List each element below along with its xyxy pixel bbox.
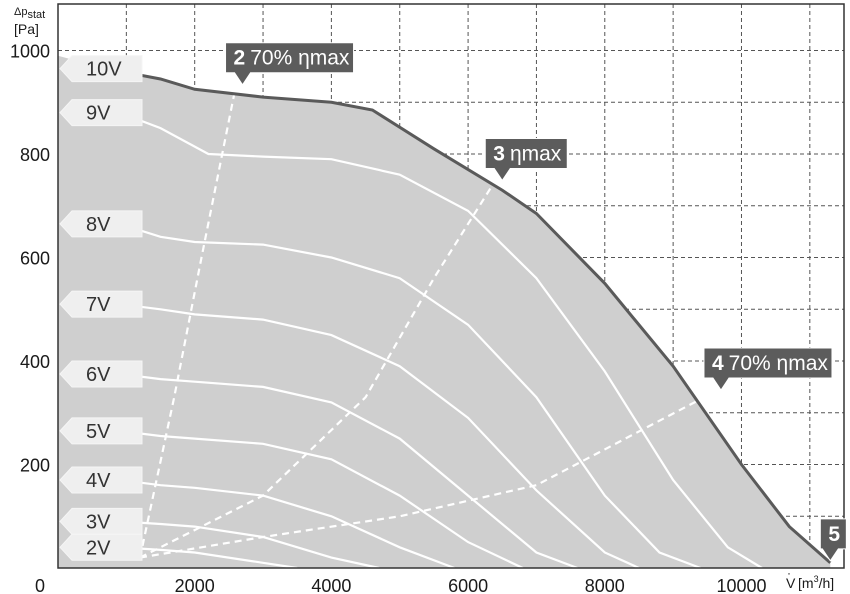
y-tick-label: 600 <box>20 249 50 269</box>
y-axis-delta: Δp <box>14 6 27 18</box>
curve-8v <box>119 222 701 570</box>
y-axis-title: Δpstat [Pa] <box>14 6 45 37</box>
y-tick-label: 200 <box>20 456 50 476</box>
svg-text:[m3/h]: [m3/h] <box>798 574 834 591</box>
x-axis-symbol: V <box>786 575 796 591</box>
plot-frame <box>57 3 845 569</box>
marker-text-value: 70% ηmax <box>250 47 350 70</box>
efficiency-line-4 <box>139 391 715 559</box>
voltage-label-text: 2V <box>86 537 111 559</box>
curve-6v <box>119 372 578 570</box>
marker-label: 4 70% ηmax <box>712 352 828 375</box>
svg-text:·: · <box>787 566 791 580</box>
y-tick-label: 800 <box>20 145 50 165</box>
svg-text:Δpstat: Δpstat <box>14 6 45 21</box>
voltage-label-text: 3V <box>86 511 111 533</box>
voltage-labels: 10V 9V 8V 7V 6V 5V 4V 3V 2V <box>59 55 143 561</box>
x-tick-label: 4000 <box>311 576 351 594</box>
voltage-label-7v: 7V <box>59 290 143 318</box>
max-envelope-line <box>105 67 832 564</box>
curve-7v <box>119 303 640 570</box>
marker-5: 5 <box>819 518 847 562</box>
efficiency-lines <box>138 86 715 559</box>
curve-3v <box>119 520 380 570</box>
marker-text-value: 70% ηmax <box>729 352 829 375</box>
marker-label: 2 70% ηmax <box>234 47 350 70</box>
x-tick-label: 10000 <box>716 576 766 594</box>
curve-9v <box>119 111 763 569</box>
voltage-label-9v: 9V <box>59 99 143 127</box>
voltage-label-5v: 5V <box>59 417 143 445</box>
x-tick-labels: 0 2000 4000 6000 8000 10000 <box>35 576 767 594</box>
voltage-label-text: 9V <box>86 103 111 125</box>
voltage-label-3v: 3V <box>59 507 143 535</box>
marker-number: 4 <box>712 352 724 375</box>
x-tick-label: 2000 <box>175 576 215 594</box>
efficiency-line-3 <box>139 168 504 559</box>
x-tick-label: 6000 <box>448 576 488 594</box>
x-axis-unit-post: /h] <box>819 575 835 591</box>
y-tick-labels: 200 400 600 800 1000 <box>10 42 50 476</box>
x-axis-unit-pre: [m <box>798 575 814 591</box>
y-tick-label: 400 <box>20 352 50 372</box>
marker-3: 3 ηmax <box>484 137 568 182</box>
marker-2: 2 70% ηmax <box>225 42 355 86</box>
x-tick-label: 8000 <box>585 576 625 594</box>
marker-number: 3 <box>493 142 505 165</box>
voltage-label-10v: 10V <box>59 55 143 83</box>
y-axis-unit: [Pa] <box>14 21 39 37</box>
marker-4: 4 70% ηmax <box>703 347 833 391</box>
x-axis-unit-sup: 3 <box>814 574 819 584</box>
voltage-label-text: 4V <box>86 470 111 492</box>
marker-text-value: ηmax <box>510 142 562 165</box>
voltage-label-2v: 2V <box>59 533 143 561</box>
marker-label: 3 ηmax <box>493 142 562 165</box>
marker-number: 2 <box>234 47 246 70</box>
y-axis-subscript: stat <box>27 9 45 21</box>
marker-number: 5 <box>828 523 840 546</box>
operating-envelope-area <box>58 55 831 568</box>
voltage-label-text: 6V <box>86 364 111 386</box>
voltage-label-text: 7V <box>86 294 111 316</box>
x-axis-title: V · [m3/h] <box>786 566 834 591</box>
voltage-label-text: 10V <box>86 59 122 81</box>
curve-2v <box>119 546 298 570</box>
voltage-label-text: 5V <box>86 421 111 443</box>
x-tick-label: 0 <box>35 576 45 594</box>
marker-label: 5 <box>828 523 840 546</box>
voltage-label-4v: 4V <box>59 466 143 494</box>
voltage-label-8v: 8V <box>59 210 143 238</box>
voltage-label-text: 8V <box>86 214 111 236</box>
voltage-label-6v: 6V <box>59 360 143 388</box>
y-tick-label: 1000 <box>10 42 50 62</box>
